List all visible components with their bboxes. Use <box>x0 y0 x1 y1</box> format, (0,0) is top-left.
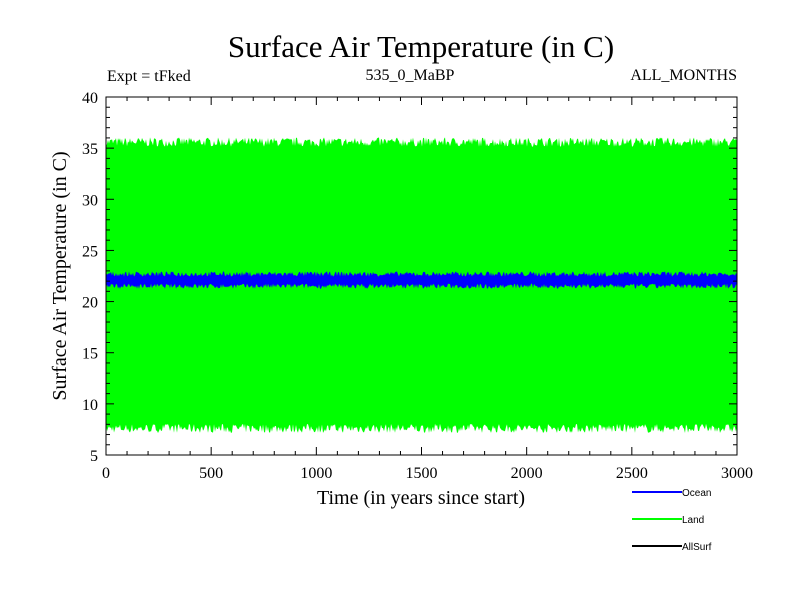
x-tick-label: 3000 <box>721 465 753 482</box>
chart-title: Surface Air Temperature (in C) <box>228 29 614 64</box>
x-axis-label: Time (in years since start) <box>317 487 525 509</box>
period-label: 535_0_MaBP <box>366 67 455 84</box>
legend-label-allsurf: AllSurf <box>682 542 712 553</box>
legend: Ocean Land AllSurf <box>632 488 712 553</box>
x-tick-label: 2000 <box>511 465 543 482</box>
experiment-label: Expt = tFked <box>107 68 191 85</box>
y-tick-label: 35 <box>82 141 98 158</box>
plot-area <box>106 137 737 433</box>
axes: 0 500 1000 1500 2000 2500 3000 5 10 15 20 25 30 35 40 <box>82 90 753 482</box>
legend-label-ocean: Ocean <box>682 488 711 499</box>
series-band-land <box>106 137 737 433</box>
y-tick-label: 15 <box>82 346 98 363</box>
x-tick-label: 500 <box>199 465 223 482</box>
x-tick-label: 1500 <box>406 465 438 482</box>
y-tick-label: 5 <box>90 448 98 465</box>
y-tick-label: 10 <box>82 397 98 414</box>
x-tick-label: 0 <box>102 465 110 482</box>
series-band-ocean <box>106 271 737 289</box>
y-axis-label: Surface Air Temperature (in C) <box>49 151 71 400</box>
y-tick-label: 30 <box>82 192 98 209</box>
months-label: ALL_MONTHS <box>630 67 737 84</box>
y-tick-label: 25 <box>82 243 98 260</box>
y-tick-label: 20 <box>82 295 98 312</box>
y-tick-label: 40 <box>82 90 98 107</box>
x-tick-label: 2500 <box>616 465 648 482</box>
x-tick-label: 1000 <box>300 465 332 482</box>
legend-label-land: Land <box>682 515 704 526</box>
